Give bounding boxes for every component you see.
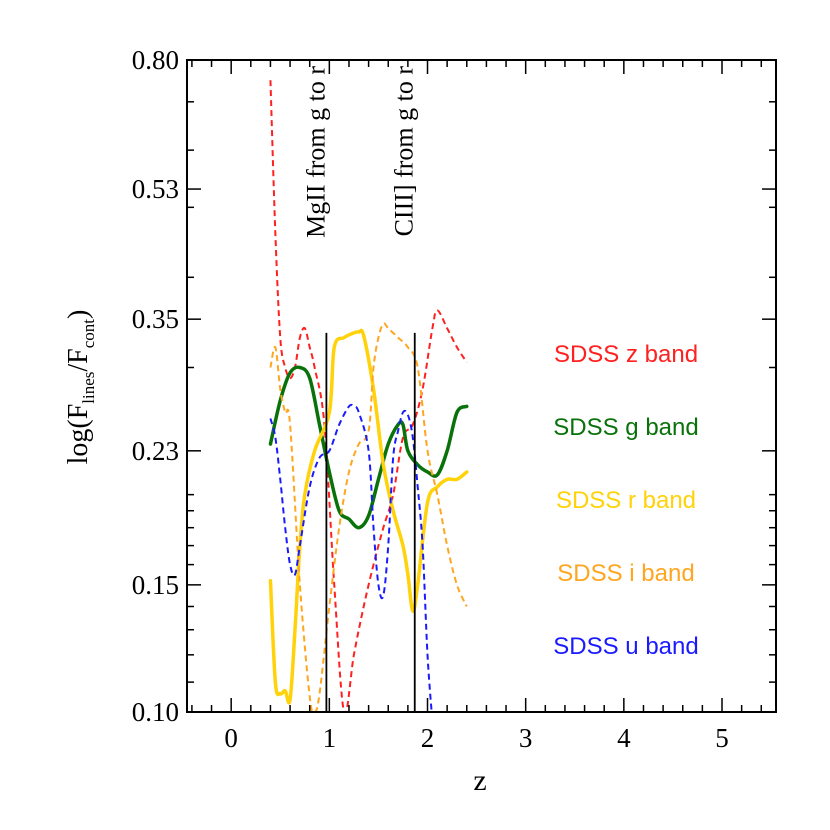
y-tick-label: 0.53 <box>132 174 179 204</box>
series-line-sdss-r-band <box>268 328 469 705</box>
y-tick-label: 0.15 <box>132 570 179 600</box>
y-axis-label-sub2: cont <box>79 319 98 349</box>
series-line-sdss-i-band <box>269 322 468 712</box>
y-tick-label: 0.80 <box>132 45 179 75</box>
x-tick-label: 1 <box>323 723 337 753</box>
annotation-label-2: CIII] from g to r <box>390 66 419 237</box>
y-axis-label-sub1: lines <box>79 372 98 404</box>
legend-entry-sdss-u-band: SDSS u band <box>553 633 698 660</box>
series-layer <box>268 80 469 712</box>
plot-frame <box>186 59 777 713</box>
x-tick-label: 2 <box>421 723 435 753</box>
y-axis-label-mid: /F <box>63 348 94 371</box>
x-tick-label: 0 <box>224 723 238 753</box>
x-tick-label: 5 <box>715 723 729 753</box>
annotation-layer: MgII from g to r CIII] from g to r <box>301 66 419 712</box>
y-tick-label: 0.35 <box>132 304 179 334</box>
series-line-sdss-u-band <box>269 403 433 712</box>
legend-entry-sdss-r-band: SDSS r band <box>556 487 696 514</box>
legend-entry-sdss-z-band: SDSS z band <box>554 341 698 368</box>
y-tick-label: 0.23 <box>132 436 179 466</box>
axis-layer: 0 1 2 3 4 5 0.10 0.15 0.23 0.35 0.53 0.80 <box>132 45 777 753</box>
annotation-label-1: MgII from g to r <box>301 66 330 238</box>
y-axis-label-prefix: log(F <box>63 404 94 465</box>
x-tick-label: 4 <box>617 723 631 753</box>
y-axis-label: log(Flines/Fcont) <box>63 310 98 465</box>
series-line-sdss-z-band <box>269 80 468 712</box>
y-axis-label-suffix: ) <box>63 310 94 319</box>
x-tick-label: 3 <box>519 723 533 753</box>
y-tick-label: 0.10 <box>132 697 179 727</box>
legend-entry-sdss-i-band: SDSS i band <box>557 560 694 587</box>
x-axis-label: z <box>473 764 486 797</box>
legend: SDSS z band SDSS g band SDSS r band SDSS i … <box>553 341 698 660</box>
legend-entry-sdss-g-band: SDSS g band <box>553 414 698 441</box>
